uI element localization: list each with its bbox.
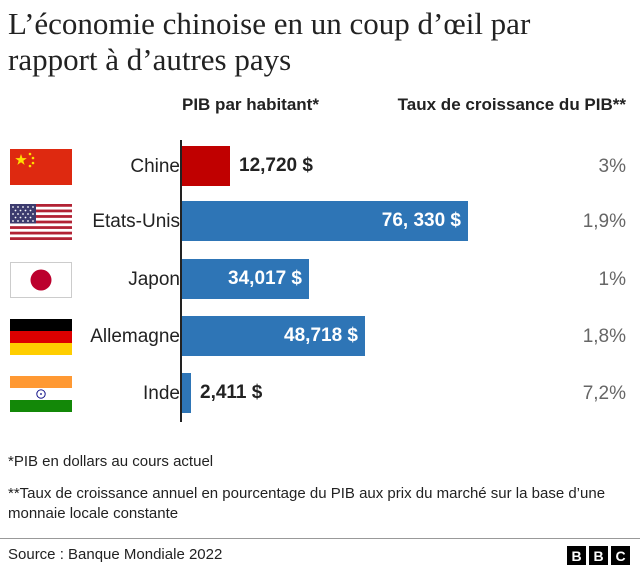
title-line-2: rapport à d’autres pays	[8, 42, 292, 77]
growth-rate-japan: 1%	[598, 269, 626, 290]
growth-rate-germany: 1,8%	[582, 326, 626, 347]
flag-japan-icon	[10, 262, 72, 298]
bbc-logo: B B C	[567, 546, 630, 565]
bar-japan	[182, 259, 309, 299]
footnote-growth: **Taux de croissance annuel en pourcenta…	[8, 485, 606, 522]
flag-usa-icon	[10, 204, 72, 240]
bar-usa	[182, 201, 468, 241]
value-label-china: 12,720 $	[239, 155, 313, 176]
bar-india	[182, 373, 191, 413]
country-label-japan: Japon	[128, 269, 180, 290]
growth-rate-usa: 1,9%	[582, 211, 626, 232]
bar-germany	[182, 316, 365, 356]
value-label-usa: 76, 330 $	[381, 210, 461, 231]
flag-germany-icon	[10, 319, 72, 355]
bar-china	[182, 146, 230, 186]
bbc-logo-letter-2: B	[589, 546, 608, 565]
country-label-india: Inde	[143, 383, 180, 404]
title-line-1: L’économie chinoise en un coup d’œil par	[8, 6, 531, 41]
column-header-gdp-per-capita: PIB par habitant*	[182, 95, 319, 114]
bbc-logo-letter-3: C	[611, 546, 630, 565]
country-label-germany: Allemagne	[90, 326, 180, 347]
source-text: Source : Banque Mondiale 2022	[8, 546, 223, 563]
bbc-logo-letter-1: B	[567, 546, 586, 565]
value-label-india: 2,411 $	[200, 382, 263, 403]
flag-india-icon	[10, 376, 72, 412]
growth-rate-china: 3%	[598, 156, 626, 177]
country-label-china: Chine	[130, 156, 180, 177]
flag-china-icon	[10, 149, 72, 185]
growth-rate-india: 7,2%	[582, 383, 626, 404]
chart-title: L’économie chinoise en un coup d’œil par…	[8, 6, 628, 78]
column-header-gdp-growth: Taux de croissance du PIB**	[397, 95, 626, 114]
divider	[0, 538, 640, 539]
chart-axis-line	[180, 140, 182, 422]
country-label-usa: Etats-Unis	[92, 211, 180, 232]
value-label-japan: 34,017 $	[228, 268, 302, 289]
value-label-germany: 48,718 $	[284, 325, 358, 346]
footnote-gdp: *PIB en dollars au cours actuel	[8, 453, 214, 470]
